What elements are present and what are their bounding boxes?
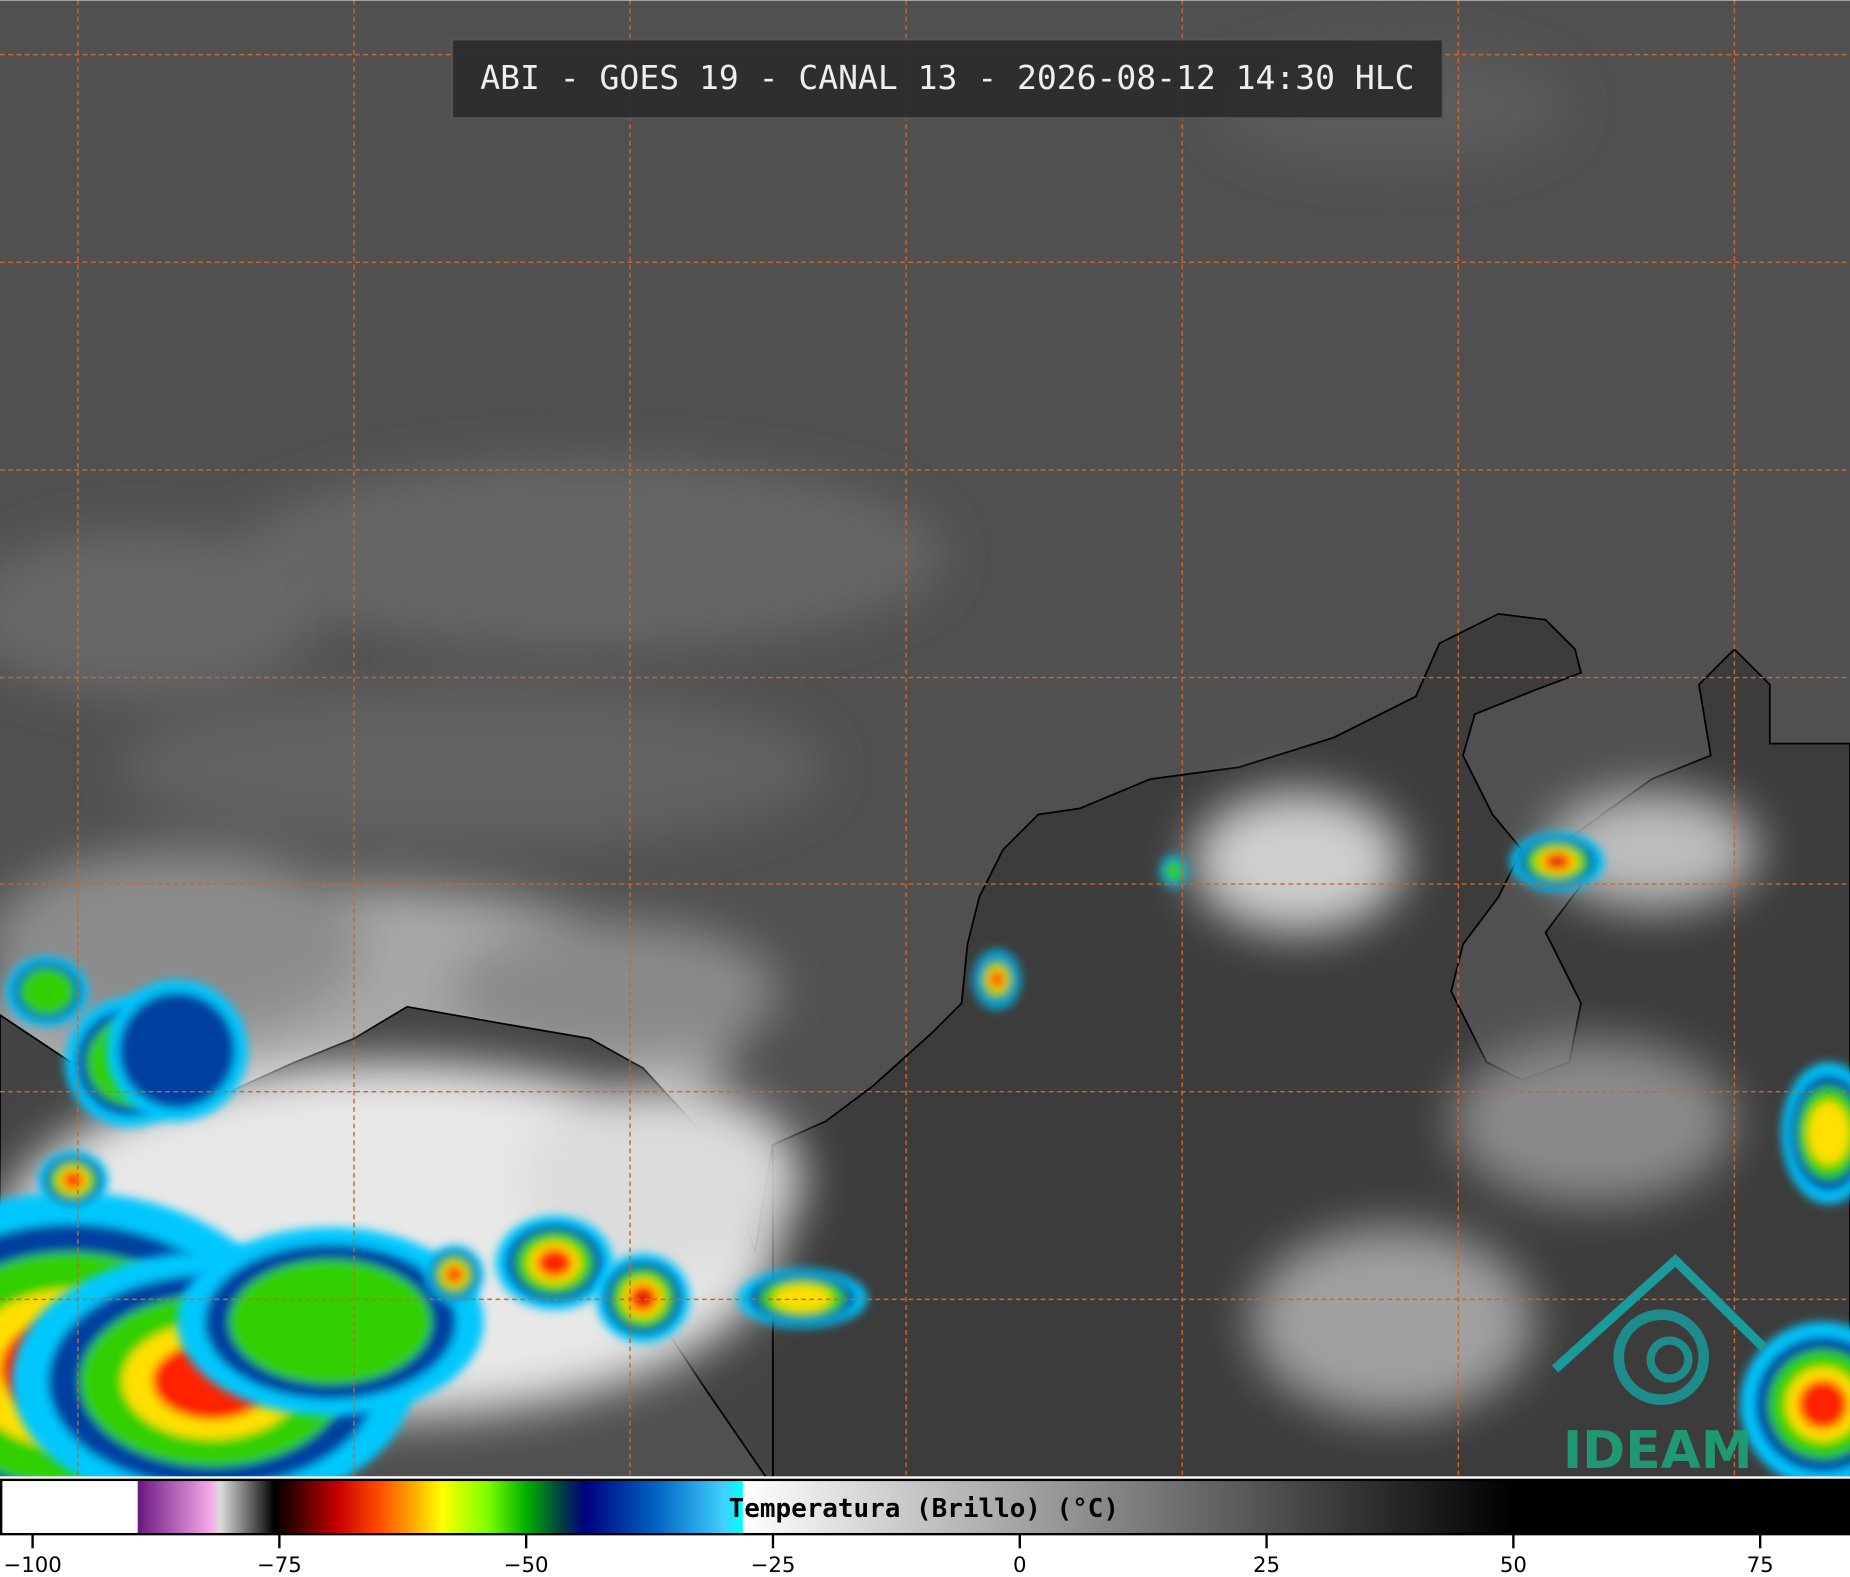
- colorbar-tick-label: −75: [257, 1553, 302, 1577]
- storm-cell: [37, 1150, 109, 1210]
- convective-cells: [0, 832, 1850, 1477]
- graticule: [0, 0, 1850, 1477]
- colorbar-tick-label: −50: [504, 1553, 549, 1577]
- storm-cell: [973, 950, 1021, 1010]
- land-south-america: [771, 612, 1850, 1477]
- storm-cell: [1159, 854, 1189, 888]
- storm-layer: [445, 1265, 464, 1284]
- storm-layer: [62, 1171, 84, 1190]
- colorbar: Temperatura (Brillo) (°C) −100 −75 −50 −25 0…: [0, 1476, 1850, 1577]
- colorbar-label: Temperatura (Brillo) (°C): [729, 1494, 1119, 1524]
- logo-roof: [1551, 1253, 1768, 1373]
- title-background: [450, 38, 1445, 120]
- storm-layer: [773, 1284, 832, 1312]
- colorbar-tick-label: 50: [1500, 1553, 1527, 1577]
- storm-layer: [1798, 1379, 1848, 1430]
- storm-layer: [639, 1294, 647, 1302]
- logo-spiral: [1646, 1336, 1693, 1383]
- storm-layer: [118, 992, 236, 1109]
- storm-cell: [737, 1268, 868, 1328]
- storm-cell: [5, 956, 89, 1027]
- logo-spiral: [1613, 1309, 1710, 1405]
- colorbar-tick-label: 75: [1747, 1553, 1774, 1577]
- storm-layer: [536, 1248, 573, 1277]
- storm-cell: [1781, 1062, 1850, 1204]
- storm-cell: [424, 1245, 484, 1305]
- storm-cell: [106, 979, 248, 1122]
- storm-cell: [176, 1227, 484, 1417]
- logo-text: IDEAM: [1563, 1421, 1753, 1481]
- colorbar-ramp: [0, 1478, 1850, 1536]
- storm-layer: [1553, 859, 1562, 865]
- storm-layer: [229, 1259, 432, 1385]
- ideam-logo: IDEAM: [1551, 1253, 1768, 1481]
- storm-layer: [1807, 1101, 1850, 1165]
- colorbar-tick-label: 0: [1013, 1553, 1027, 1577]
- storm-cell: [495, 1215, 614, 1310]
- colorbar-tick-label: 25: [1253, 1553, 1280, 1577]
- storm-cell: [1740, 1321, 1850, 1477]
- storm-cell: [595, 1253, 691, 1344]
- storm-layer: [989, 970, 1005, 989]
- colorbar-tick-label: −25: [751, 1553, 796, 1577]
- colorbar-tick-label: −100: [3, 1553, 61, 1577]
- title: ABI - GOES 19 - CANAL 13 - 2026-08-12 14…: [480, 58, 1414, 97]
- title-box: ABI - GOES 19 - CANAL 13 - 2026-08-12 14…: [450, 38, 1445, 120]
- storm-cell: [1510, 832, 1605, 892]
- storm-layer: [1164, 860, 1184, 882]
- storm-layer: [19, 968, 75, 1015]
